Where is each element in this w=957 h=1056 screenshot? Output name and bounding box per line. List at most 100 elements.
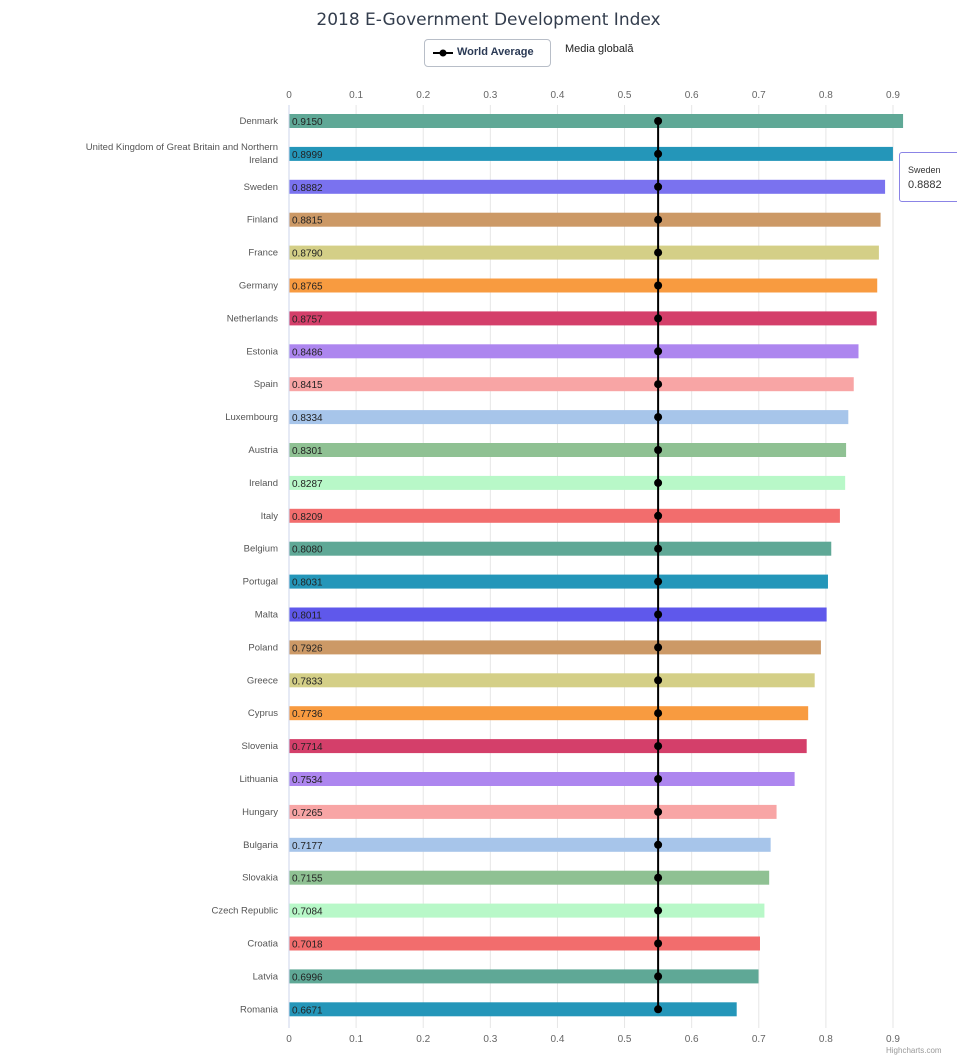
data-label: 0.7084 [292,907,323,918]
bar[interactable] [289,1002,737,1017]
legend-item-world-average[interactable]: World Average [424,39,551,67]
world-average-point[interactable] [654,478,663,487]
world-average-point[interactable] [654,446,663,454]
data-label: 0.6996 [292,972,323,983]
world-average-point[interactable] [654,281,663,290]
data-label: 0.8757 [292,314,323,325]
bar[interactable] [289,804,777,819]
x-tick-label-bottom: 0.7 [752,1034,766,1045]
x-tick-label-top: 0.3 [483,90,497,101]
category-label: United Kingdom of Great Britain and Nort… [86,142,278,166]
data-label: 0.8815 [292,216,323,227]
x-tick-label-top: 0.2 [416,90,430,101]
bar[interactable] [289,179,886,194]
world-average-point[interactable] [654,117,663,125]
bar[interactable] [289,541,832,556]
bar[interactable] [289,673,815,688]
chart-title: 2018 E-Government Development Index [316,10,661,30]
x-tick-label-bottom: 0.2 [416,1034,430,1045]
world-average-point[interactable] [654,775,663,783]
data-label: 0.8209 [292,512,323,523]
world-average-point[interactable] [654,380,663,389]
bar[interactable] [289,640,821,655]
data-label: 0.8882 [292,183,323,194]
category-label: Luxembourg [225,412,278,423]
category-label: Poland [248,642,278,653]
bar[interactable] [289,870,770,885]
bar[interactable] [289,936,760,951]
bar[interactable] [289,837,771,852]
world-average-point[interactable] [654,314,663,323]
data-label: 0.8765 [292,282,323,293]
data-label: 0.8999 [292,150,323,161]
world-average-point[interactable] [654,248,663,257]
bar[interactable] [289,772,795,786]
x-tick-label-bottom: 0.4 [550,1034,564,1045]
bar[interactable] [289,706,809,721]
world-average-point[interactable] [654,347,663,356]
legend-marker-icon [433,49,453,57]
x-tick-label-top: 0.6 [685,90,699,101]
data-label: 0.7155 [292,874,323,885]
world-average-point[interactable] [654,709,663,718]
world-average-point[interactable] [654,676,663,685]
x-tick-label-top: 0.9 [886,90,900,101]
category-label: Sweden [244,182,278,193]
bar[interactable] [289,245,879,260]
world-average-point[interactable] [654,215,663,224]
bar[interactable] [289,475,846,490]
bar[interactable] [289,212,881,227]
x-tick-label-bottom: 0.3 [483,1034,497,1045]
bar[interactable] [289,969,759,984]
data-label: 0.7018 [292,940,323,951]
world-average-point[interactable] [654,577,663,586]
category-label: Hungary [242,807,278,818]
bar[interactable] [289,114,904,128]
bar[interactable] [289,410,849,425]
world-average-point[interactable] [654,807,663,816]
world-average-point[interactable] [654,742,663,751]
world-average-point[interactable] [654,149,663,158]
data-label: 0.7736 [292,709,323,720]
bar[interactable] [289,903,765,918]
x-tick-label-top: 0.5 [618,90,632,101]
category-label: France [248,248,278,259]
world-average-point[interactable] [654,610,663,619]
world-average-point[interactable] [654,643,663,652]
world-average-point[interactable] [654,873,663,882]
bar[interactable] [289,443,847,457]
world-average-point[interactable] [654,1005,663,1014]
category-label: Netherlands [227,313,278,324]
x-tick-label-top: 0.4 [550,90,564,101]
world-average-point[interactable] [654,182,663,191]
x-tick-label-bottom: 0.8 [819,1034,833,1045]
data-label: 0.8080 [292,545,323,556]
category-label: Portugal [243,577,278,588]
bar[interactable] [289,146,893,161]
data-label: 0.8415 [292,380,323,391]
bar[interactable] [289,508,840,523]
world-average-point[interactable] [654,906,663,915]
bar[interactable] [289,607,827,622]
bar[interactable] [289,574,828,589]
bar[interactable] [289,278,878,293]
category-label: Lithuania [239,774,278,785]
world-average-point[interactable] [654,972,663,981]
bar[interactable] [289,344,859,359]
credits-link[interactable]: Highcharts.com [886,1046,942,1055]
world-average-point[interactable] [654,939,663,948]
category-label: Latvia [253,971,279,982]
data-label: 0.8334 [292,413,323,424]
bar[interactable] [289,311,877,326]
data-label: 0.8031 [292,578,323,589]
bar[interactable] [289,377,854,392]
world-average-point[interactable] [654,413,663,422]
world-average-point[interactable] [654,544,663,553]
data-label: 0.9150 [292,117,323,128]
category-label: Malta [255,610,279,621]
tooltip: Sweden 0.8882 [899,152,957,202]
bar[interactable] [289,739,807,754]
world-average-point[interactable] [654,511,663,520]
world-average-point[interactable] [654,840,663,849]
x-tick-label-bottom: 0.9 [886,1034,900,1045]
